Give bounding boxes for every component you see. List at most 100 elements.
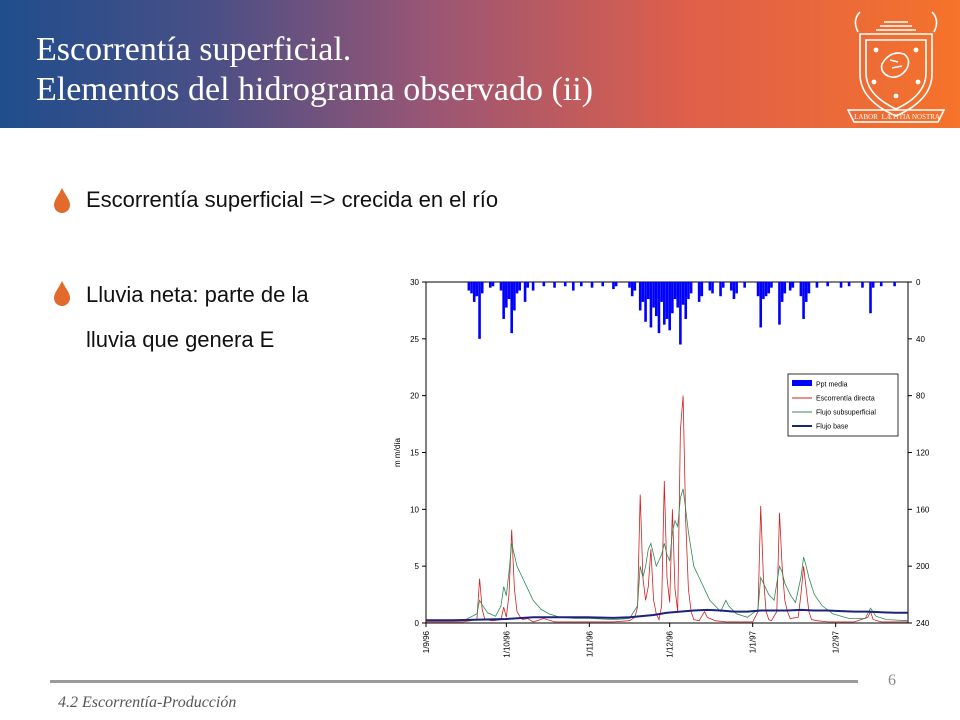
precip-bar [770, 282, 773, 288]
precip-bar [657, 282, 661, 334]
y-tick-label: 20 [410, 392, 419, 401]
precip-bar [879, 282, 883, 287]
precip-bar [815, 282, 819, 288]
series-line-flujo-base [426, 608, 908, 622]
precip-bar [708, 282, 712, 291]
precip-bar [839, 282, 843, 288]
precip-bar [630, 282, 634, 297]
precip-bar [502, 282, 505, 319]
bullet-text: Escorrentía superficial => crecida en el… [86, 187, 499, 212]
x-tick-label: 1/1/97 [749, 630, 758, 653]
precip-bar [531, 282, 535, 291]
y-tick-label: 5 [415, 562, 420, 571]
precip-bar [470, 282, 473, 294]
y-right-tick-label: 0 [916, 278, 921, 287]
precip-bar [711, 282, 714, 294]
precip-bar [847, 282, 851, 287]
precip-bar [563, 282, 567, 287]
footer-section-label: 4.2 Escorrentía-Producción [58, 694, 237, 711]
precip-bar [697, 282, 701, 302]
precip-bar [649, 282, 653, 328]
series-line-flujo-subsuperficial [426, 488, 909, 622]
bullet-line-1: Lluvia neta: parte de la [86, 282, 309, 307]
precip-bar [580, 282, 583, 287]
precip-bar [488, 282, 492, 288]
bullet-text: Lluvia neta: parte de la lluvia que gene… [86, 272, 309, 362]
precip-bar [732, 282, 736, 300]
precip-bar [762, 282, 765, 300]
precip-bar [756, 282, 760, 297]
precip-bar [721, 282, 725, 288]
precip-bar [788, 282, 792, 291]
precip-bar [802, 282, 805, 319]
bullet-line-2: lluvia que genera E [86, 327, 275, 352]
precip-bar [633, 282, 637, 291]
precip-bar [869, 282, 872, 314]
precip-bar [628, 282, 631, 288]
x-tick-label: 1/11/96 [585, 630, 594, 657]
university-crest-logo: LABOR LÆTITIA NOSTRA [846, 11, 946, 123]
precip-bar [571, 282, 575, 291]
crest-motto-word-3: NOSTRA [912, 113, 940, 121]
precip-bar [684, 282, 688, 319]
precip-bar [893, 282, 896, 287]
legend-label: Escorrentía directa [816, 396, 875, 403]
precip-bar [729, 282, 733, 291]
y-right-tick-label: 200 [916, 562, 930, 571]
precip-bar [700, 282, 704, 297]
precip-bar [780, 282, 784, 302]
precip-bar [660, 282, 663, 302]
precip-bar [861, 282, 864, 288]
precip-bar [743, 282, 746, 288]
bullet-item-escorrentia: Escorrentía superficial => crecida en el… [52, 187, 752, 217]
precip-bar [767, 282, 771, 294]
precip-bar [804, 282, 808, 302]
precip-bar [681, 282, 685, 305]
precip-bar [759, 282, 763, 328]
precip-bar [791, 282, 795, 288]
y-right-tick-label: 240 [916, 619, 930, 628]
precip-bar [652, 282, 655, 308]
y-tick-label: 10 [410, 505, 419, 514]
precip-bar [735, 282, 738, 294]
precip-bar [478, 282, 481, 339]
slide-title-line-2: Elementos del hidrograma observado (ii) [36, 71, 594, 108]
precip-bar [673, 282, 677, 300]
precip-bar [764, 282, 768, 297]
y-tick-label: 15 [410, 449, 419, 458]
slide-header: Escorrentía superficial. Elementos del h… [0, 0, 960, 128]
y-axis-label: m m/día [393, 438, 402, 467]
precip-bar [871, 282, 875, 288]
precip-bar [518, 282, 522, 291]
x-tick-label: 1/9/96 [422, 630, 431, 653]
y-tick-label: 0 [415, 619, 420, 628]
precip-bar [679, 282, 682, 345]
precip-bar [601, 282, 605, 287]
y-right-tick-label: 40 [916, 335, 925, 344]
precip-bar [826, 282, 829, 287]
precip-bar [654, 282, 658, 317]
precip-bar [668, 282, 671, 331]
series-line-escorrent-a-directa [426, 395, 908, 623]
precip-bar [526, 282, 530, 288]
precip-bar [542, 282, 546, 287]
y-right-tick-label: 120 [916, 449, 930, 458]
precip-bar [515, 282, 519, 294]
slide-title-line-1: Escorrentía superficial. [36, 31, 352, 68]
precip-bar [523, 282, 527, 302]
precip-bar [472, 282, 476, 302]
page-number: 6 [888, 672, 896, 689]
precip-bar [783, 282, 787, 294]
crest-motto-word-1: LABOR [854, 113, 878, 121]
footer-divider [50, 680, 858, 683]
legend-label: Flujo base [816, 424, 848, 431]
precip-bar [553, 282, 556, 288]
x-tick-label: 1/12/96 [666, 630, 675, 657]
precip-bar [778, 282, 781, 325]
precip-bar [507, 282, 511, 300]
bullet-item-lluvia-neta: Lluvia neta: parte de la lluvia que gene… [52, 280, 412, 360]
y-right-tick-label: 160 [916, 505, 930, 514]
y-right-tick-label: 80 [916, 392, 925, 401]
precip-bar [807, 282, 811, 294]
precip-bar [799, 282, 803, 297]
